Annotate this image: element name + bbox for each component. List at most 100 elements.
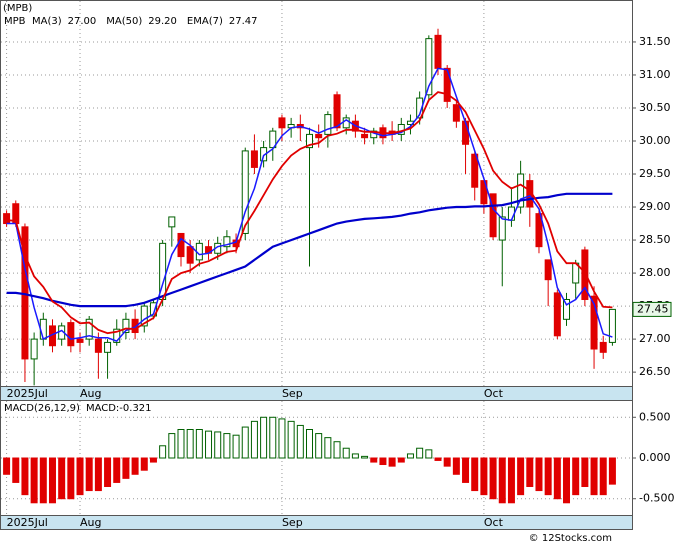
macd-bar xyxy=(397,457,405,463)
macd-bar xyxy=(67,457,75,500)
macd-legend-value: MACD:-0.321 xyxy=(86,403,152,414)
macd-bar xyxy=(581,457,589,487)
macd-bar xyxy=(113,457,121,483)
macd-legend: MACD(26,12,9) xyxy=(4,403,80,414)
macd-bar xyxy=(608,457,616,485)
macd-bar xyxy=(39,457,47,504)
macd-bar xyxy=(140,457,148,471)
candle-body xyxy=(113,328,121,343)
candle-body xyxy=(324,114,332,135)
candle-body xyxy=(223,236,231,248)
macd-bar xyxy=(30,457,38,504)
macd-bar xyxy=(443,457,451,467)
legend-name: MA(3) xyxy=(32,16,62,27)
chart-title: (MPB) xyxy=(3,3,32,14)
candle-body xyxy=(581,249,589,300)
macd-bar xyxy=(535,457,543,492)
macd-bar xyxy=(434,457,442,461)
candle-body xyxy=(608,308,616,343)
y-tick-label: 28.50 xyxy=(639,233,671,246)
candle-body xyxy=(471,153,479,188)
candle-body xyxy=(67,322,75,347)
y-tick-label: 31.50 xyxy=(639,35,671,48)
macd-bar xyxy=(296,424,304,459)
macd-bar xyxy=(168,433,176,459)
macd-bar xyxy=(177,429,185,459)
x-tick-label: 2025Jul xyxy=(7,516,48,529)
legend-symbol: MPB xyxy=(4,16,26,27)
candle-body xyxy=(177,232,185,258)
candle-body xyxy=(140,305,148,327)
macd-bar xyxy=(278,418,286,459)
macd-bar xyxy=(480,457,488,496)
macd-bar xyxy=(122,457,130,479)
candle-body xyxy=(306,133,313,149)
macd-bar xyxy=(232,434,240,459)
macd-bar xyxy=(416,447,424,459)
candle-body xyxy=(186,246,194,264)
candle-body xyxy=(333,94,341,129)
x-tick-label: Aug xyxy=(80,516,101,529)
macd-bar xyxy=(58,457,66,500)
candle-body xyxy=(269,130,277,149)
candle-body xyxy=(315,133,323,139)
macd-bar xyxy=(315,433,323,459)
macd-bar xyxy=(599,457,607,496)
macd-bar xyxy=(12,457,20,483)
candle-body xyxy=(94,338,102,353)
candle-body xyxy=(599,341,607,353)
y-tick-label: 30.00 xyxy=(639,134,671,147)
macd-bar xyxy=(406,453,414,459)
x-tick-label: Aug xyxy=(80,387,101,400)
macd-bar xyxy=(85,457,93,492)
y-tick-label: 0.000 xyxy=(639,451,671,464)
candle-body xyxy=(563,298,571,320)
macd-bar xyxy=(306,429,313,459)
candle-body xyxy=(535,213,543,248)
last-price-label: 27.45 xyxy=(637,302,669,315)
macd-bar xyxy=(425,449,433,459)
macd-bar xyxy=(544,457,552,496)
macd-bar xyxy=(379,457,387,466)
macd-bar xyxy=(250,420,258,459)
macd-bar xyxy=(76,457,84,496)
candle-body xyxy=(452,104,460,122)
candle-body xyxy=(3,213,11,225)
candle-body xyxy=(553,292,561,337)
candle-body xyxy=(361,133,369,139)
macd-bar xyxy=(131,457,139,475)
macd-bar xyxy=(104,457,112,487)
candle-body xyxy=(122,318,130,334)
candle-body xyxy=(590,295,598,350)
macd-bar xyxy=(195,429,203,459)
macd-bar xyxy=(324,437,332,459)
candle-body xyxy=(30,338,38,360)
macd-bar xyxy=(553,457,561,500)
x-tick-label: 2025Jul xyxy=(7,387,48,400)
x-tick-label: Oct xyxy=(484,387,504,400)
candle-body xyxy=(489,193,497,238)
price-panel xyxy=(0,0,633,387)
candle-body xyxy=(168,216,176,228)
watermark: © 12Stocks.com xyxy=(529,533,612,544)
macd-bar xyxy=(498,457,506,504)
macd-bar xyxy=(223,433,231,459)
candle-body xyxy=(278,117,286,129)
y-tick-label: 31.00 xyxy=(639,68,671,81)
y-tick-label: 0.500 xyxy=(639,410,671,423)
legend-value: 27.00 xyxy=(68,16,97,27)
macd-bar xyxy=(186,429,194,459)
y-tick-label: 29.00 xyxy=(639,200,671,213)
macd-bar xyxy=(388,457,396,467)
macd-bar xyxy=(526,457,534,487)
candle-body xyxy=(250,150,258,168)
candle-body xyxy=(416,97,424,119)
macd-bar xyxy=(269,416,277,459)
macd-bar xyxy=(21,457,29,496)
macd-bar xyxy=(94,457,102,492)
macd-bar xyxy=(260,416,268,459)
macd-bar xyxy=(452,457,460,475)
macd-bar xyxy=(563,457,571,504)
candle-body xyxy=(241,150,249,234)
